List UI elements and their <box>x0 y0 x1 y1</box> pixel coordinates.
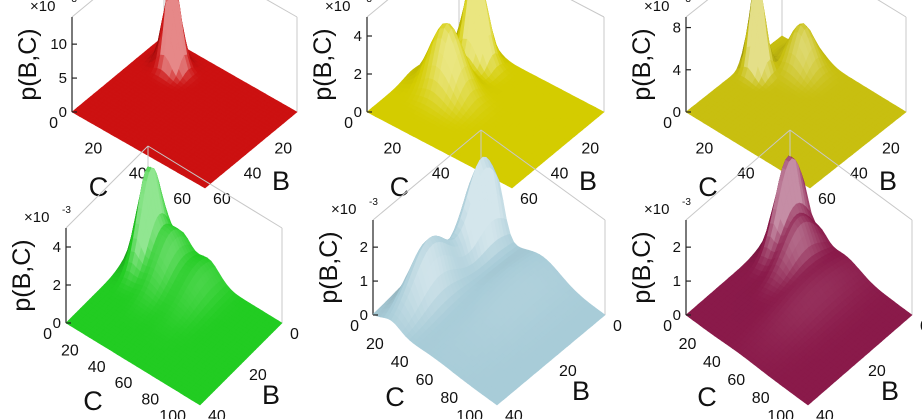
c-tick-label: 40 <box>88 359 106 376</box>
b-tick-label: 60 <box>213 191 231 208</box>
z-axis-label: p(B,C) <box>309 28 337 100</box>
c-tick-label: 0 <box>49 115 58 132</box>
b-axis-label: B <box>272 166 290 196</box>
c-tick-label: 40 <box>129 166 147 183</box>
z-tick-label: 2 <box>354 66 362 83</box>
b-tick-label: 20 <box>581 140 599 157</box>
box-edge <box>71 0 94 18</box>
surface <box>366 0 605 189</box>
surface <box>71 0 298 189</box>
z-tick-label: 0 <box>354 104 362 121</box>
z-axis-label: p(B,C) <box>8 239 36 311</box>
z-tick-label: 5 <box>59 70 67 87</box>
multiplier-base: ×10 <box>30 0 55 15</box>
z-multiplier: ×10 -3 <box>24 205 71 226</box>
z-tick-label: 2 <box>53 277 61 294</box>
multiplier-exponent: -3 <box>363 0 372 5</box>
b-tick-label: 40 <box>244 166 262 183</box>
surface-patch <box>165 0 170 4</box>
b-axis-label: B <box>262 380 280 410</box>
b-tick-label: 40 <box>551 166 569 183</box>
c-tick-label: 20 <box>384 140 402 157</box>
c-tick-label: 100 <box>159 408 186 419</box>
multiplier-exponent: -3 <box>62 205 71 216</box>
c-tick-label: 60 <box>115 375 133 392</box>
b-ticks: 20 40 60 <box>213 140 292 208</box>
z-axis-label: p(B,C) <box>628 28 656 100</box>
panel-grid: 0510×10-3p(B,C)0204060C204060B024×10-3p(… <box>8 0 922 419</box>
multiplier-base: ×10 <box>24 209 49 226</box>
surface <box>685 0 907 189</box>
box-edge <box>877 0 907 18</box>
b-ticks: 20 40 60 <box>520 140 599 208</box>
b-axis-label: B <box>879 166 897 196</box>
z-tick-label: 4 <box>354 28 362 45</box>
c-axis-label: C <box>83 386 103 416</box>
b-tick-label: 20 <box>882 140 900 157</box>
c-tick-label: 80 <box>141 392 159 409</box>
b-tick-label: 40 <box>208 408 226 419</box>
multiplier-base: ×10 <box>644 0 669 15</box>
box-edge <box>266 0 298 18</box>
multiplier-exponent: -3 <box>682 0 691 5</box>
b-tick-label: 20 <box>274 140 292 157</box>
z-multiplier: ×10 -3 <box>644 0 691 15</box>
box-edge <box>685 0 709 18</box>
c-ticks: 0 20 40 60 <box>49 115 191 208</box>
c-axis-label: C <box>698 172 718 202</box>
z-tick-label: 10 <box>50 36 67 53</box>
z-tick-label: 0 <box>53 315 61 332</box>
c-axis-label: C <box>89 172 109 202</box>
surface-patch <box>507 183 516 189</box>
c-tick-label: 0 <box>663 115 672 132</box>
c-tick-label: 20 <box>61 342 79 359</box>
z-ticks: 0 4 8 <box>673 20 691 121</box>
z-tick-label: 4 <box>53 239 61 256</box>
box-edge <box>570 0 605 18</box>
b-tick-label: 60 <box>818 191 836 208</box>
z-tick-label: 0 <box>59 104 67 121</box>
c-tick-label: 0 <box>344 115 353 132</box>
box-edge <box>366 0 389 18</box>
b-axis-label: B <box>579 166 597 196</box>
multiplier-exponent: -3 <box>68 0 77 5</box>
b-tick-label: 60 <box>520 191 538 208</box>
z-multiplier: ×10 -3 <box>30 0 77 15</box>
b-tick-label: 40 <box>850 166 868 183</box>
c-tick-label: 40 <box>432 166 450 183</box>
z-tick-label: 4 <box>673 62 681 79</box>
c-tick-label: 60 <box>173 191 191 208</box>
b-tick-label: 0 <box>290 326 299 343</box>
c-tick-label: 20 <box>696 140 714 157</box>
c-tick-label: 20 <box>85 140 103 157</box>
z-tick-label: 0 <box>673 104 681 121</box>
z-ticks: 0 2 4 <box>354 28 372 121</box>
multiplier-base: ×10 <box>325 0 350 15</box>
surface-patch <box>200 183 209 189</box>
panel-top-left: 0 5 10 ×10 -3 p(B,C) 0 20 40 60 C 20 40 60 B <box>14 0 298 208</box>
z-tick-label: 8 <box>673 20 681 37</box>
z-ticks: 0 2 4 <box>53 239 71 332</box>
z-axis-label: p(B,C) <box>14 28 42 100</box>
z-multiplier: ×10 -3 <box>325 0 372 15</box>
c-tick-label: 0 <box>43 326 52 343</box>
z-ticks: 0 5 10 <box>50 36 77 121</box>
